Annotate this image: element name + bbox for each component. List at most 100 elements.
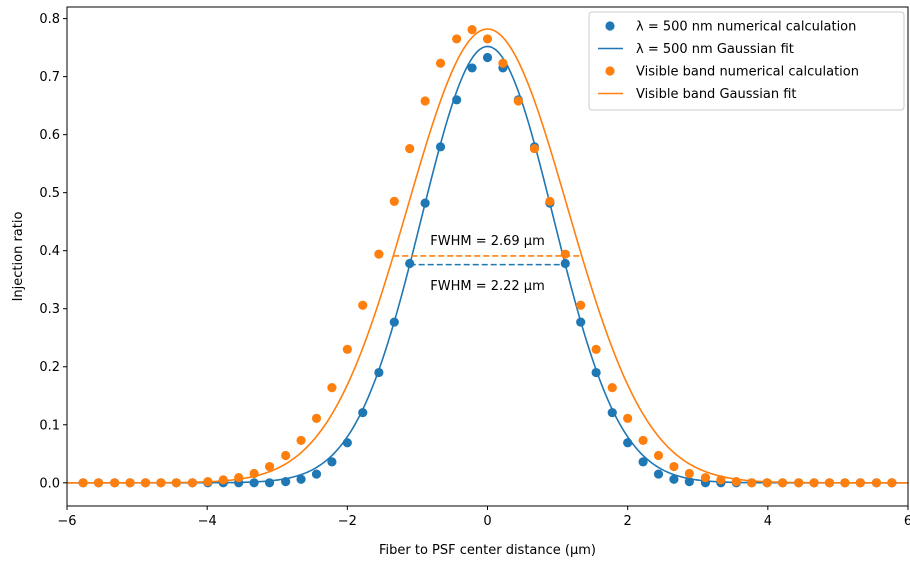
y-tick-label: 0.6 <box>39 128 60 143</box>
data-point-visible-band-numerical-calculation <box>545 196 555 206</box>
data-point-500-nm-numerical-calculation <box>435 142 446 152</box>
data-point-visible-band-numerical-calculation <box>420 96 430 106</box>
data-point-500-nm-numerical-calculation <box>623 438 633 448</box>
data-point-visible-band-numerical-calculation <box>125 478 135 488</box>
y-tick-label: 0.3 <box>39 302 60 317</box>
legend-entry: λ = 500 nm Gaussian fit <box>636 42 794 57</box>
data-point-500-nm-numerical-calculation <box>452 95 462 105</box>
x-axis: −6 −4 −2 0 2 4 6 <box>57 506 910 529</box>
x-tick-label: 4 <box>764 514 772 529</box>
data-point-visible-band-numerical-calculation <box>871 478 882 488</box>
data-point-500-nm-numerical-calculation <box>281 477 291 487</box>
data-point-visible-band-numerical-calculation <box>342 344 352 354</box>
data-point-visible-band-numerical-calculation <box>281 450 291 461</box>
data-point-visible-band-numerical-calculation <box>498 58 508 68</box>
fwhm-label: FWHM = 2.69 μm <box>430 234 545 249</box>
data-point-500-nm-numerical-calculation <box>638 457 648 467</box>
data-point-visible-band-numerical-calculation <box>110 478 120 488</box>
data-point-visible-band-numerical-calculation <box>576 300 586 310</box>
data-point-visible-band-numerical-calculation <box>311 413 322 423</box>
data-point-500-nm-numerical-calculation <box>327 457 337 467</box>
data-point-500-nm-numerical-calculation <box>467 63 477 73</box>
data-point-visible-band-numerical-calculation <box>140 478 151 488</box>
data-point-500-nm-numerical-calculation <box>560 258 570 269</box>
legend-marker-point <box>605 21 615 31</box>
data-point-visible-band-numerical-calculation <box>809 478 819 488</box>
y-tick-label: 0.7 <box>39 70 60 85</box>
data-point-visible-band-numerical-calculation <box>264 461 275 472</box>
plot-marks <box>67 25 908 488</box>
data-point-visible-band-numerical-calculation <box>638 435 648 446</box>
legend: λ = 500 nm numerical calculation λ = 500 … <box>588 11 905 111</box>
data-point-visible-band-numerical-calculation <box>855 478 865 488</box>
data-point-visible-band-numerical-calculation <box>560 249 570 259</box>
data-point-visible-band-numerical-calculation <box>591 344 601 354</box>
data-point-visible-band-numerical-calculation <box>777 478 788 488</box>
y-axis: 0.0 0.1 0.2 0.3 0.4 0.5 0.6 0.7 0.8 <box>39 12 67 491</box>
x-axis-label: Fiber to PSF center distance (μm) <box>379 543 596 558</box>
x-tick-label: 6 <box>904 514 910 529</box>
data-point-500-nm-numerical-calculation <box>389 317 399 327</box>
legend-box <box>588 11 905 111</box>
y-tick-label: 0.8 <box>39 12 60 27</box>
data-point-visible-band-numerical-calculation <box>452 34 462 44</box>
data-point-visible-band-numerical-calculation <box>623 413 633 423</box>
data-point-visible-band-numerical-calculation <box>435 58 446 68</box>
data-point-visible-band-numerical-calculation <box>762 478 772 488</box>
legend-marker-point <box>605 66 615 76</box>
data-point-500-nm-numerical-calculation <box>576 317 586 327</box>
legend-entry: Visible band Gaussian fit <box>636 87 797 102</box>
y-tick-label: 0.4 <box>39 244 60 259</box>
data-point-500-nm-numerical-calculation <box>358 407 368 418</box>
data-point-visible-band-numerical-calculation <box>374 249 384 259</box>
data-point-visible-band-numerical-calculation <box>840 478 850 488</box>
data-point-visible-band-numerical-calculation <box>78 478 88 488</box>
data-point-visible-band-numerical-calculation <box>187 478 198 488</box>
data-point-visible-band-numerical-calculation <box>731 477 741 487</box>
data-point-visible-band-numerical-calculation <box>156 478 166 488</box>
data-point-visible-band-numerical-calculation <box>824 478 835 488</box>
y-tick-label: 0.0 <box>39 476 60 491</box>
data-point-visible-band-numerical-calculation <box>389 196 399 206</box>
data-point-visible-band-numerical-calculation <box>716 475 726 485</box>
data-point-visible-band-numerical-calculation <box>218 475 228 485</box>
data-point-500-nm-numerical-calculation <box>374 367 384 378</box>
data-point-visible-band-numerical-calculation <box>482 34 493 44</box>
data-point-500-nm-numerical-calculation <box>653 469 664 479</box>
data-point-visible-band-numerical-calculation <box>467 25 477 35</box>
data-point-visible-band-numerical-calculation <box>249 468 259 479</box>
data-point-500-nm-numerical-calculation <box>684 477 694 487</box>
data-point-500-nm-numerical-calculation <box>420 198 430 208</box>
legend-entry: λ = 500 nm numerical calculation <box>636 20 856 35</box>
data-point-visible-band-numerical-calculation <box>607 383 617 393</box>
data-point-500-nm-numerical-calculation <box>311 469 322 479</box>
data-point-visible-band-numerical-calculation <box>203 477 213 487</box>
data-point-500-nm-numerical-calculation <box>607 407 617 418</box>
x-tick-label: 0 <box>483 514 491 529</box>
data-point-visible-band-numerical-calculation <box>669 461 679 472</box>
data-point-visible-band-numerical-calculation <box>327 383 337 393</box>
data-point-visible-band-numerical-calculation <box>653 450 664 461</box>
y-axis-label: Injection ratio <box>11 212 26 302</box>
data-point-visible-band-numerical-calculation <box>887 478 897 488</box>
data-point-500-nm-numerical-calculation <box>669 474 679 484</box>
y-tick-label: 0.2 <box>39 360 60 375</box>
data-point-500-nm-numerical-calculation <box>264 478 275 488</box>
data-point-visible-band-numerical-calculation <box>296 435 306 446</box>
data-point-visible-band-numerical-calculation <box>358 300 368 310</box>
data-point-visible-band-numerical-calculation <box>747 478 757 488</box>
legend-entry: Visible band numerical calculation <box>636 65 859 80</box>
data-point-visible-band-numerical-calculation <box>93 478 104 488</box>
data-point-500-nm-numerical-calculation <box>296 474 306 484</box>
y-tick-label: 0.1 <box>39 418 60 433</box>
data-point-visible-band-numerical-calculation <box>171 478 181 488</box>
fwhm-annotations: FWHM = 2.69 μm FWHM = 2.22 μm <box>393 234 582 294</box>
x-tick-label: −2 <box>338 514 357 529</box>
data-point-visible-band-numerical-calculation <box>529 143 540 154</box>
data-point-500-nm-numerical-calculation <box>405 258 415 269</box>
data-point-500-nm-numerical-calculation <box>591 367 601 378</box>
data-point-500-nm-numerical-calculation <box>482 52 493 63</box>
data-point-500-nm-numerical-calculation <box>342 438 352 448</box>
data-point-visible-band-numerical-calculation <box>794 478 804 488</box>
